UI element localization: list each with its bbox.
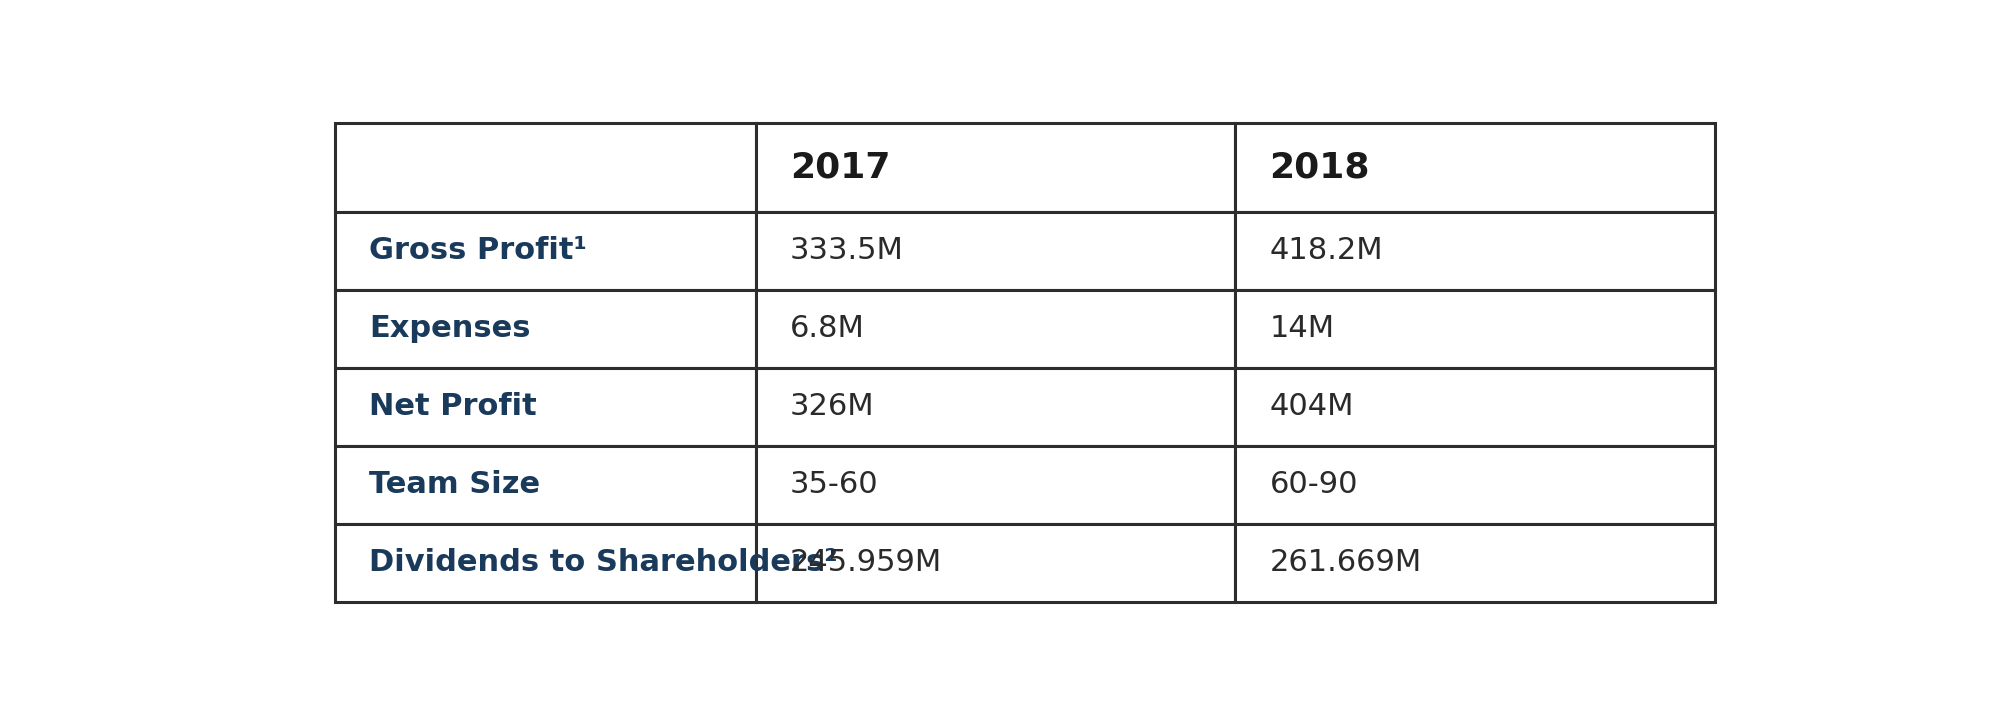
Text: 6.8M: 6.8M xyxy=(790,314,864,343)
Bar xyxy=(336,211,756,290)
Text: 404M: 404M xyxy=(1270,392,1354,421)
Text: 333.5M: 333.5M xyxy=(790,236,904,265)
Bar xyxy=(336,524,756,602)
Text: 14M: 14M xyxy=(1270,314,1334,343)
Bar xyxy=(336,368,756,446)
Bar xyxy=(1236,211,1714,290)
Bar xyxy=(1236,368,1714,446)
Bar xyxy=(756,524,1236,602)
Bar xyxy=(336,290,756,368)
Text: Team Size: Team Size xyxy=(370,470,540,499)
Text: 2017: 2017 xyxy=(790,151,890,185)
Text: 418.2M: 418.2M xyxy=(1270,236,1384,265)
Text: 326M: 326M xyxy=(790,392,874,421)
Bar xyxy=(1236,123,1714,211)
Text: 35-60: 35-60 xyxy=(790,470,878,499)
Text: Gross Profit¹: Gross Profit¹ xyxy=(370,236,588,265)
Text: 2018: 2018 xyxy=(1270,151,1370,185)
Text: Net Profit: Net Profit xyxy=(370,392,538,421)
Text: 261.669M: 261.669M xyxy=(1270,549,1422,578)
Bar xyxy=(756,123,1236,211)
Text: Dividends to Shareholders²: Dividends to Shareholders² xyxy=(370,549,838,578)
Bar xyxy=(756,290,1236,368)
Bar xyxy=(756,446,1236,524)
Bar xyxy=(756,368,1236,446)
Text: Expenses: Expenses xyxy=(370,314,530,343)
Text: 245.959M: 245.959M xyxy=(790,549,942,578)
Text: 60-90: 60-90 xyxy=(1270,470,1358,499)
Bar xyxy=(1236,524,1714,602)
Bar xyxy=(756,211,1236,290)
Bar xyxy=(1236,446,1714,524)
Bar xyxy=(336,446,756,524)
Bar xyxy=(336,123,756,211)
Bar xyxy=(1236,290,1714,368)
